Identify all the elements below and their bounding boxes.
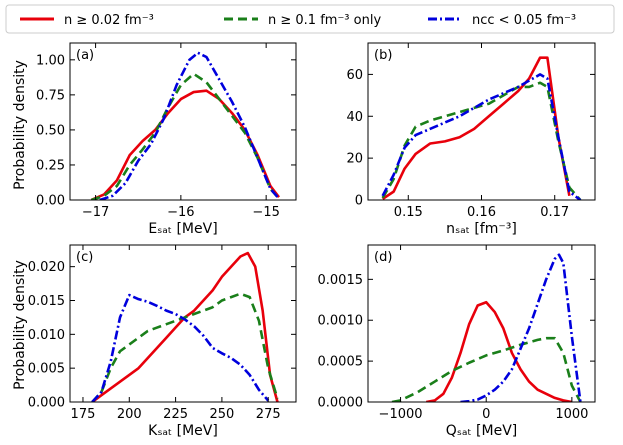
legend-entry-green: n ≥ 0.1 fm⁻³ only bbox=[224, 13, 381, 28]
xtick-label-a-1: −16 bbox=[167, 205, 194, 220]
ytick-label-c-3: 0.015 bbox=[28, 294, 65, 309]
frame-a bbox=[69, 42, 297, 201]
series-d-green bbox=[391, 336, 582, 402]
xtick-label-a-2: −15 bbox=[252, 205, 279, 220]
legend-entry-blue: nᴄᴄ < 0.05 fm⁻³ bbox=[428, 13, 576, 28]
series-c-red bbox=[91, 251, 279, 402]
ytick-label-d-2: 0.0010 bbox=[318, 314, 364, 329]
panel-tag-a: (a) bbox=[76, 48, 94, 63]
xtick-label-c-2: 225 bbox=[163, 407, 188, 422]
ytick-label-c-2: 0.010 bbox=[28, 328, 65, 343]
ytick-label-a-0: 0.00 bbox=[36, 194, 65, 209]
panels: −17 −16 −15 0.00 0.25 0.50 0.75 1.00 (a) Eₛₐₜ [Me… bbox=[28, 42, 596, 439]
legend: n ≥ 0.02 fm⁻³ n ≥ 0.1 fm⁻³ only nᴄᴄ < 0.… bbox=[5, 4, 615, 34]
legend-label-red: n ≥ 0.02 fm⁻³ bbox=[64, 13, 154, 28]
xtick-label-c-3: 250 bbox=[209, 407, 234, 422]
legend-entry-red: n ≥ 0.02 fm⁻³ bbox=[20, 13, 154, 28]
panel-b: 0.15 0.16 0.17 0 20 40 60 (b) nₛₐₜ [fm⁻³] bbox=[346, 42, 596, 237]
panel-c: 175 200 225 250 275 0.000 0.005 0.010 0.015 0.020… bbox=[28, 244, 297, 439]
frame-d bbox=[367, 244, 596, 403]
xlabel-b: nₛₐₜ [fm⁻³] bbox=[446, 221, 517, 237]
frame-c bbox=[69, 244, 297, 403]
series-c-blue bbox=[91, 293, 270, 402]
legend-frame bbox=[5, 4, 615, 34]
panel-tag-b: (b) bbox=[374, 48, 392, 63]
ytick-label-c-4: 0.020 bbox=[28, 260, 65, 275]
xtick-label-c-0: 175 bbox=[71, 407, 96, 422]
xlabel-d: Qₛₐₜ [MeV] bbox=[446, 423, 518, 439]
xtick-label-d-1: 0 bbox=[482, 407, 490, 422]
ytick-label-d-1: 0.0005 bbox=[318, 355, 364, 370]
xtick-label-c-1: 200 bbox=[117, 407, 142, 422]
ytick-label-a-4: 1.00 bbox=[36, 53, 65, 68]
ytick-label-c-0: 0.000 bbox=[28, 396, 65, 411]
series-d-blue bbox=[460, 253, 582, 402]
xtick-label-d-2: 1000 bbox=[555, 407, 588, 422]
ytick-label-d-3: 0.0015 bbox=[318, 273, 364, 288]
xtick-label-b-0: 0.15 bbox=[394, 205, 423, 220]
panel-d: −1000 0 1000 0.0000 0.0005 0.0010 0.0015 (d) Qₛₐ… bbox=[318, 244, 596, 439]
ytick-label-a-1: 0.25 bbox=[36, 158, 65, 173]
xtick-label-b-2: 0.17 bbox=[540, 205, 569, 220]
series-c-green bbox=[91, 292, 279, 402]
panel-tag-c: (c) bbox=[76, 250, 93, 265]
xtick-label-c-4: 275 bbox=[256, 407, 281, 422]
ytick-label-a-3: 0.75 bbox=[36, 88, 65, 103]
series-a-blue bbox=[99, 51, 280, 200]
panel-tag-d: (d) bbox=[374, 250, 392, 265]
ytick-label-d-0: 0.0000 bbox=[318, 396, 364, 411]
series-d-red bbox=[426, 300, 573, 402]
series-a-green bbox=[90, 72, 280, 200]
xtick-label-d-0: −1000 bbox=[379, 407, 423, 422]
xlabel-c: Kₛₐₜ [MeV] bbox=[148, 423, 218, 439]
ylabel-bottom: Probability density bbox=[12, 260, 28, 390]
xtick-label-b-1: 0.16 bbox=[467, 205, 496, 220]
series-b-blue bbox=[381, 73, 582, 200]
legend-label-blue: nᴄᴄ < 0.05 fm⁻³ bbox=[472, 13, 576, 28]
panel-a: −17 −16 −15 0.00 0.25 0.50 0.75 1.00 (a) Eₛₐₜ [Me… bbox=[36, 42, 297, 237]
ylabel-top: Probability density bbox=[12, 60, 28, 190]
series-b-red bbox=[381, 56, 571, 200]
xlabel-a: Eₛₐₜ [MeV] bbox=[148, 221, 217, 237]
ytick-label-b-0: 0 bbox=[355, 194, 363, 209]
xtick-label-a-0: −17 bbox=[82, 205, 109, 220]
ytick-label-b-1: 20 bbox=[346, 152, 363, 167]
ytick-label-b-2: 40 bbox=[346, 110, 363, 125]
ytick-label-c-1: 0.005 bbox=[28, 362, 65, 377]
legend-label-green: n ≥ 0.1 fm⁻³ only bbox=[268, 13, 381, 28]
ytick-label-a-2: 0.50 bbox=[36, 123, 65, 138]
ytick-label-b-3: 60 bbox=[346, 68, 363, 83]
